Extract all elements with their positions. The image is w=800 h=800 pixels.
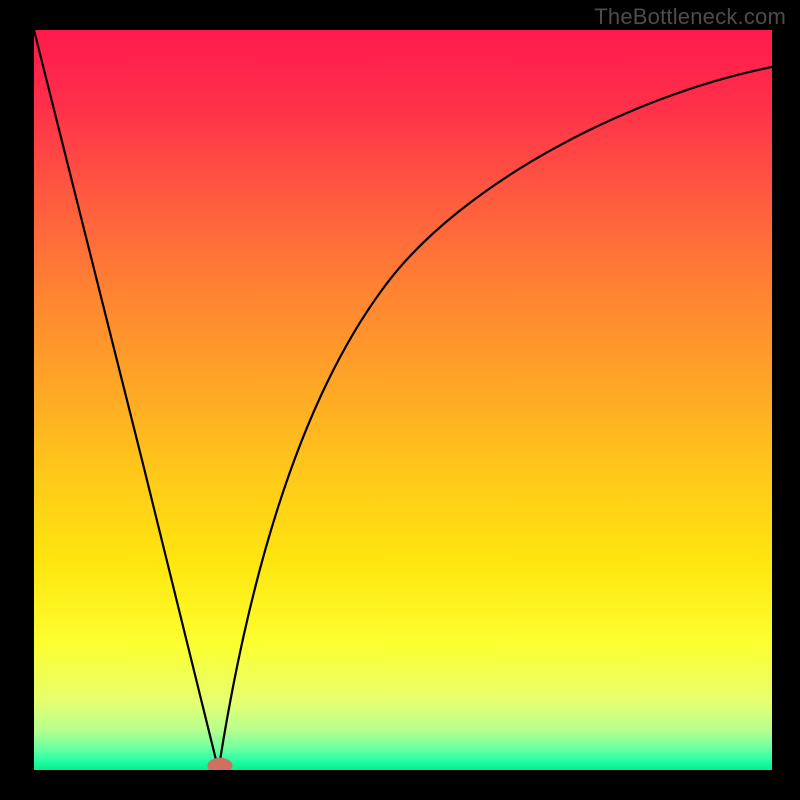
gradient-background <box>34 30 772 770</box>
plot-area <box>34 30 772 770</box>
chart-svg <box>34 30 772 770</box>
chart-frame: { "watermark": { "text": "TheBottleneck.… <box>0 0 800 800</box>
watermark-text: TheBottleneck.com <box>594 4 786 30</box>
